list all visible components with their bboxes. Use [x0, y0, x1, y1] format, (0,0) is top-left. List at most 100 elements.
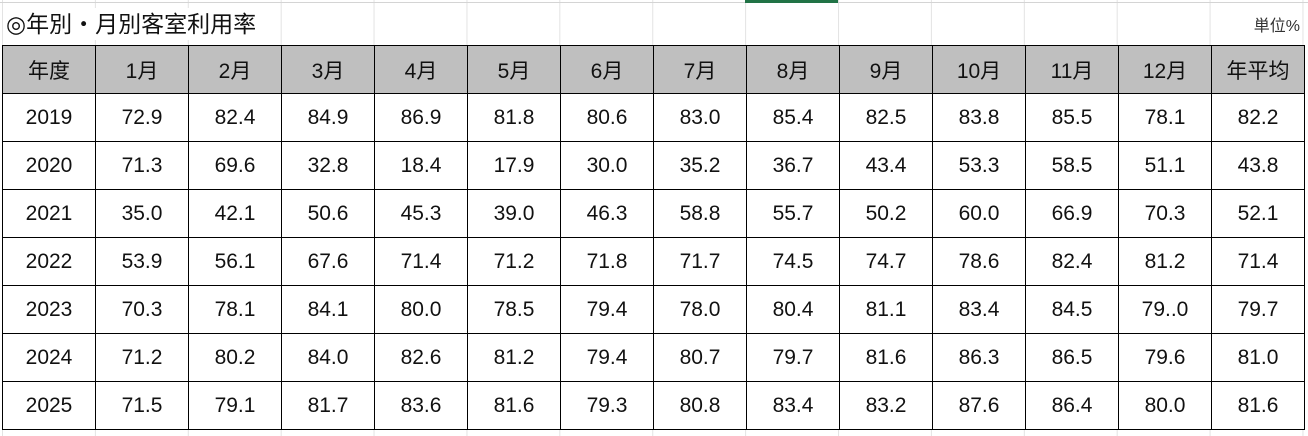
value-cell[interactable]: 58.8 [653, 189, 747, 238]
value-cell[interactable]: 86.4 [1025, 381, 1119, 430]
value-cell[interactable]: 82.4 [1025, 237, 1119, 286]
value-cell[interactable]: 85.4 [746, 93, 840, 142]
value-cell[interactable]: 80.0 [374, 285, 468, 334]
value-cell[interactable]: 18.4 [374, 141, 468, 190]
value-cell[interactable]: 81.6 [1211, 381, 1305, 430]
value-cell[interactable]: 79.3 [560, 381, 654, 430]
value-cell[interactable]: 83.8 [932, 93, 1026, 142]
value-cell[interactable]: 71.4 [1211, 237, 1305, 286]
header-cell[interactable]: 6月 [560, 45, 654, 94]
value-cell[interactable]: 53.9 [95, 237, 189, 286]
value-cell[interactable]: 79.1 [188, 381, 282, 430]
value-cell[interactable]: 70.3 [1118, 189, 1212, 238]
value-cell[interactable]: 71.5 [95, 381, 189, 430]
year-cell[interactable]: 2019 [2, 93, 96, 142]
value-cell[interactable]: 80.7 [653, 333, 747, 382]
value-cell[interactable]: 79..0 [1118, 285, 1212, 334]
year-cell[interactable]: 2020 [2, 141, 96, 190]
value-cell[interactable]: 71.2 [95, 333, 189, 382]
value-cell[interactable]: 35.0 [95, 189, 189, 238]
value-cell[interactable]: 81.0 [1211, 333, 1305, 382]
value-cell[interactable]: 82.5 [839, 93, 933, 142]
value-cell[interactable]: 83.0 [653, 93, 747, 142]
value-cell[interactable]: 83.4 [932, 285, 1026, 334]
value-cell[interactable]: 83.6 [374, 381, 468, 430]
value-cell[interactable]: 50.2 [839, 189, 933, 238]
header-cell[interactable]: 5月 [467, 45, 561, 94]
header-cell[interactable]: 7月 [653, 45, 747, 94]
value-cell[interactable]: 69.6 [188, 141, 282, 190]
value-cell[interactable]: 72.9 [95, 93, 189, 142]
value-cell[interactable]: 74.7 [839, 237, 933, 286]
value-cell[interactable]: 79.7 [1211, 285, 1305, 334]
year-cell[interactable]: 2024 [2, 333, 96, 382]
value-cell[interactable]: 84.1 [281, 285, 375, 334]
value-cell[interactable]: 39.0 [467, 189, 561, 238]
year-cell[interactable]: 2025 [2, 381, 96, 430]
year-cell[interactable]: 2023 [2, 285, 96, 334]
header-cell[interactable]: 4月 [374, 45, 468, 94]
value-cell[interactable]: 67.6 [281, 237, 375, 286]
value-cell[interactable]: 17.9 [467, 141, 561, 190]
value-cell[interactable]: 45.3 [374, 189, 468, 238]
value-cell[interactable]: 82.4 [188, 93, 282, 142]
value-cell[interactable]: 80.4 [746, 285, 840, 334]
value-cell[interactable]: 79.6 [1118, 333, 1212, 382]
value-cell[interactable]: 60.0 [932, 189, 1026, 238]
value-cell[interactable]: 82.6 [374, 333, 468, 382]
value-cell[interactable]: 80.8 [653, 381, 747, 430]
value-cell[interactable]: 50.6 [281, 189, 375, 238]
unit-label[interactable]: 単位% [1253, 18, 1300, 35]
header-cell[interactable]: 10月 [932, 45, 1026, 94]
value-cell[interactable]: 70.3 [95, 285, 189, 334]
value-cell[interactable]: 81.2 [1118, 237, 1212, 286]
value-cell[interactable]: 71.2 [467, 237, 561, 286]
value-cell[interactable]: 71.3 [95, 141, 189, 190]
value-cell[interactable]: 81.1 [839, 285, 933, 334]
value-cell[interactable]: 87.6 [932, 381, 1026, 430]
value-cell[interactable]: 53.3 [932, 141, 1026, 190]
header-cell[interactable]: 8月 [746, 45, 840, 94]
value-cell[interactable]: 74.5 [746, 237, 840, 286]
value-cell[interactable]: 78.0 [653, 285, 747, 334]
value-cell[interactable]: 86.5 [1025, 333, 1119, 382]
value-cell[interactable]: 81.6 [839, 333, 933, 382]
value-cell[interactable]: 83.2 [839, 381, 933, 430]
value-cell[interactable]: 42.1 [188, 189, 282, 238]
header-cell[interactable]: 年平均 [1211, 45, 1305, 94]
value-cell[interactable]: 79.7 [746, 333, 840, 382]
value-cell[interactable]: 84.0 [281, 333, 375, 382]
value-cell[interactable]: 83.4 [746, 381, 840, 430]
value-cell[interactable]: 51.1 [1118, 141, 1212, 190]
value-cell[interactable]: 58.5 [1025, 141, 1119, 190]
value-cell[interactable]: 66.9 [1025, 189, 1119, 238]
value-cell[interactable]: 81.2 [467, 333, 561, 382]
value-cell[interactable]: 81.6 [467, 381, 561, 430]
value-cell[interactable]: 86.3 [932, 333, 1026, 382]
value-cell[interactable]: 56.1 [188, 237, 282, 286]
value-cell[interactable]: 81.7 [281, 381, 375, 430]
value-cell[interactable]: 52.1 [1211, 189, 1305, 238]
sheet-title[interactable]: ◎年別・月別客室利用率 [6, 8, 261, 40]
value-cell[interactable]: 84.5 [1025, 285, 1119, 334]
value-cell[interactable]: 46.3 [560, 189, 654, 238]
value-cell[interactable]: 71.7 [653, 237, 747, 286]
value-cell[interactable]: 43.8 [1211, 141, 1305, 190]
year-cell[interactable]: 2021 [2, 189, 96, 238]
value-cell[interactable]: 35.2 [653, 141, 747, 190]
value-cell[interactable]: 71.4 [374, 237, 468, 286]
value-cell[interactable]: 80.6 [560, 93, 654, 142]
value-cell[interactable]: 80.2 [188, 333, 282, 382]
value-cell[interactable]: 30.0 [560, 141, 654, 190]
value-cell[interactable]: 79.4 [560, 285, 654, 334]
value-cell[interactable]: 78.5 [467, 285, 561, 334]
header-cell[interactable]: 2月 [188, 45, 282, 94]
value-cell[interactable]: 78.1 [1118, 93, 1212, 142]
header-cell[interactable]: 9月 [839, 45, 933, 94]
header-cell[interactable]: 11月 [1025, 45, 1119, 94]
value-cell[interactable]: 80.0 [1118, 381, 1212, 430]
value-cell[interactable]: 32.8 [281, 141, 375, 190]
value-cell[interactable]: 82.2 [1211, 93, 1305, 142]
value-cell[interactable]: 81.8 [467, 93, 561, 142]
value-cell[interactable]: 55.7 [746, 189, 840, 238]
